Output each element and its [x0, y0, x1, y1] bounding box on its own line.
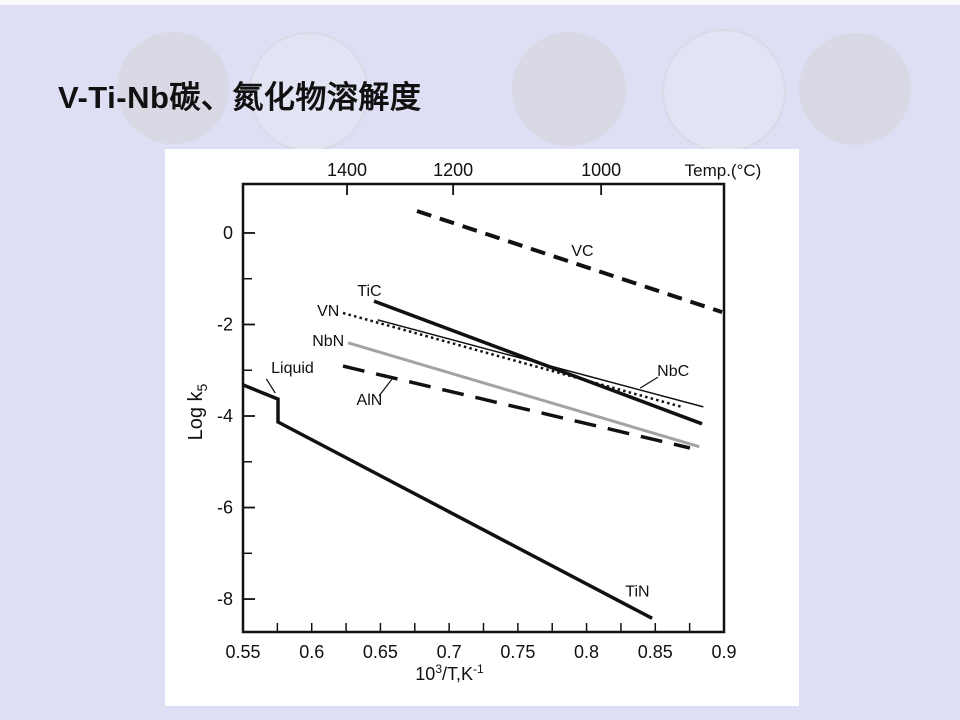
series-label-AlN: AlN [357, 392, 383, 409]
decor-circle [662, 29, 786, 153]
series-label-VN: VN [317, 303, 339, 320]
series-line-NbC [377, 319, 704, 408]
top-tick-label: 1400 [327, 160, 367, 180]
series-label-Liquid: Liquid [271, 360, 314, 377]
axis-frame [241, 182, 726, 634]
y-tick-label: -8 [217, 589, 233, 609]
y-tick-label: -4 [217, 406, 233, 426]
solubility-chart: 0 -2 -4 -6 -8 0.55 0.6 0.65 0.7 0.75 0.8 0.85 0.9 140… [185, 160, 762, 684]
top-strip [0, 0, 960, 5]
x-tick-label: 0.9 [711, 642, 736, 662]
decor-circle [249, 32, 369, 152]
series-label-VC: VC [571, 243, 593, 260]
top-axis-title: Temp.(°C) [685, 161, 762, 180]
x-tick-label: 0.6 [299, 642, 324, 662]
y-tick-label: -2 [217, 314, 233, 334]
decor-circle [512, 32, 626, 146]
series-line-VC [416, 209, 723, 314]
y-axis-title: Log k5 [185, 383, 210, 440]
series-line-TiN [242, 383, 653, 620]
x-tick-label: 0.85 [638, 642, 673, 662]
x-tick-label: 0.65 [363, 642, 398, 662]
top-tick-label: 1000 [581, 160, 621, 180]
series-line-AlN [342, 364, 691, 450]
y-tick-label: -6 [217, 498, 233, 518]
y-tick-label: 0 [223, 223, 233, 243]
decor-circle [799, 33, 911, 145]
series-line-NbN [347, 341, 700, 449]
x-tick-label: 0.75 [500, 642, 535, 662]
series-label-TiC: TiC [357, 283, 381, 300]
pointer-line-Liquid [265, 378, 276, 394]
x-axis-title: 103/T,K-1 [415, 662, 484, 684]
x-tick-label: 0.8 [574, 642, 599, 662]
chart-panel: 0 -2 -4 -6 -8 0.55 0.6 0.65 0.7 0.75 0.8 0.85 0.9 140… [165, 149, 799, 706]
series-label-NbN: NbN [312, 333, 344, 350]
series-line-VN [342, 311, 683, 409]
pointer-line-NbC [639, 376, 659, 389]
series-label-TiN: TiN [625, 583, 649, 600]
series-label-NbC: NbC [657, 363, 689, 380]
x-tick-label: 0.7 [437, 642, 462, 662]
pointer-line-AlN [378, 378, 393, 397]
top-tick-label: 1200 [433, 160, 473, 180]
page-title: V-Ti-Nb碳、氮化物溶解度 [58, 80, 422, 115]
x-tick-label: 0.55 [225, 642, 260, 662]
decor-circle [117, 32, 229, 144]
